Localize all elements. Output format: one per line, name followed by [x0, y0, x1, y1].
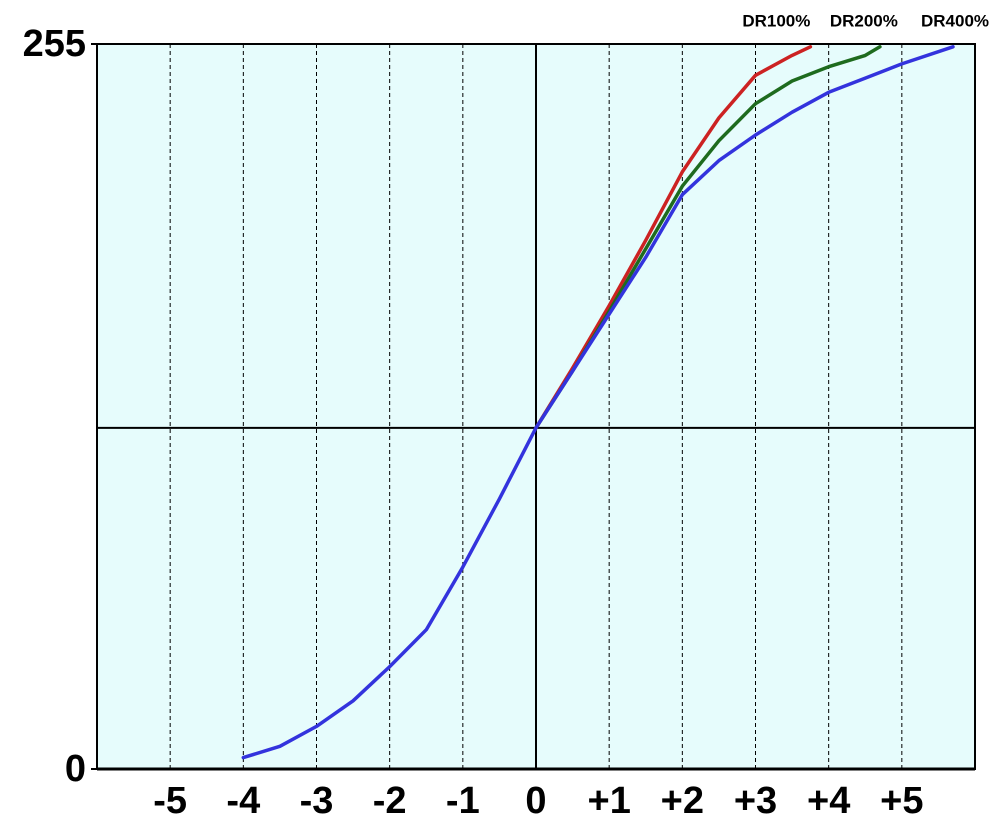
- x-tick-label: -2: [373, 780, 407, 822]
- x-tick-label: +4: [807, 780, 850, 822]
- series-line: [241, 45, 955, 760]
- x-tick-label: +2: [661, 780, 704, 822]
- x-tick-label: -5: [153, 780, 187, 822]
- x-tick-label: +3: [734, 780, 777, 822]
- series-line: [534, 45, 813, 430]
- series-label: DR400%: [921, 11, 989, 30]
- series-label: DR200%: [830, 11, 898, 30]
- x-tick-label: -4: [226, 780, 260, 822]
- x-tick-label: +5: [880, 780, 923, 822]
- series-label: DR100%: [742, 11, 810, 30]
- x-tick-label: +1: [588, 780, 631, 822]
- y-tick-label: 0: [65, 748, 86, 790]
- x-tick-label: -1: [446, 780, 480, 822]
- y-tick-label: 255: [23, 23, 86, 65]
- x-tick-label: 0: [525, 780, 546, 822]
- x-tick-label: -3: [300, 780, 334, 822]
